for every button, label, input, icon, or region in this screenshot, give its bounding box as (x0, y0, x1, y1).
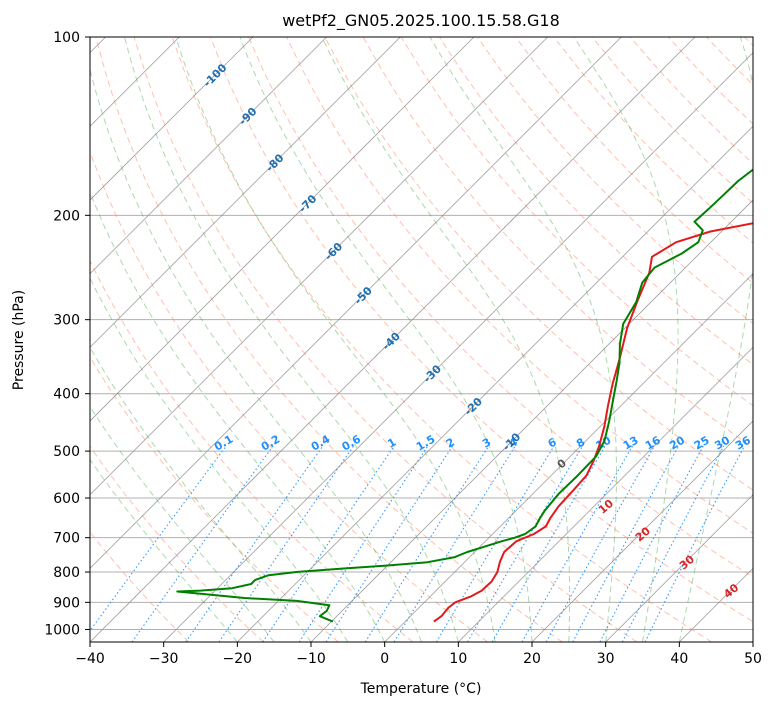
isotherm-line (237, 125, 753, 642)
x-tick-label: 20 (523, 651, 541, 667)
isotherm-line (90, 37, 254, 201)
dry-adiabat-line (95, 37, 563, 642)
dry-adiabat-line (171, 37, 712, 642)
y-tick-label: 300 (53, 313, 80, 329)
moist-adiabat-line (90, 458, 238, 642)
mixing-ratio-line (262, 445, 395, 642)
y-tick-label: 400 (53, 387, 80, 403)
dry-adiabat-line (90, 259, 414, 642)
y-tick-label: 500 (53, 444, 80, 460)
moist-adiabat-line (90, 277, 349, 642)
x-tick-label: −30 (149, 651, 179, 667)
y-tick-label: 100 (53, 30, 80, 46)
x-tick-label: 0 (380, 651, 389, 667)
chart-title: wetPf2_GN05.2025.100.15.58.G18 (282, 11, 560, 31)
x-axis-label: Temperature (°C) (360, 681, 482, 697)
dry-adiabat-line (90, 445, 264, 642)
y-tick-label: 200 (53, 208, 80, 224)
isotherm-line (310, 199, 753, 642)
moist-adiabat-line (573, 37, 679, 642)
moist-adiabat-line (321, 37, 571, 642)
mixing-ratio-line (467, 445, 584, 642)
pressure-grid (90, 37, 753, 630)
isotherm-line (90, 37, 401, 348)
y-tick-label: 800 (53, 565, 80, 581)
isotherm-line (90, 37, 622, 569)
mixing-ratio-line (621, 445, 725, 642)
mixing-ratio-line (185, 445, 324, 642)
mixing-ratio-line (218, 445, 355, 642)
mixing-ratio-line (364, 445, 490, 642)
dry-adiabat-line (477, 37, 753, 325)
mixing-ratio-line (435, 445, 555, 642)
dry-adiabat-line (438, 37, 753, 366)
dry-adiabat-line (400, 37, 753, 407)
moist-adiabat-line (90, 405, 275, 642)
mixing-ratio-line (131, 445, 274, 642)
dry-adiabats (90, 37, 753, 642)
dry-adiabat-line (210, 37, 753, 623)
x-tick-label: 40 (670, 651, 688, 667)
isotherm-line (90, 37, 327, 275)
mixing-ratio-line (298, 445, 429, 642)
isotherm-line (90, 37, 475, 422)
moist-adiabat-line (90, 67, 422, 642)
x-tick-label: −10 (296, 651, 326, 667)
x-tick-label: 50 (744, 651, 762, 667)
plot-frame (89, 36, 754, 643)
isotherm-line (605, 494, 753, 642)
isotherm-line (531, 420, 753, 642)
isotherm-line (384, 273, 753, 642)
isotherm-line (90, 37, 548, 496)
mixing-ratio-line (644, 445, 746, 642)
isotherm-line (90, 37, 696, 642)
moist-adiabat-line (429, 37, 617, 642)
x-tick-label: −40 (75, 651, 105, 667)
dry-adiabat-line (90, 150, 488, 642)
dewpoint-profile-line (176, 168, 753, 623)
y-tick-label: 900 (53, 595, 80, 611)
moist-adiabat-line (124, 37, 459, 642)
axes: −40 −30 −20 −10 0 10 20 30 40 50 100 200 300 400 500 60… (44, 30, 762, 667)
mixing-ratio-line (325, 445, 454, 642)
y-tick-label: 1000 (44, 622, 80, 638)
x-tick-label: −20 (223, 651, 253, 667)
x-tick-label: 10 (449, 651, 467, 667)
dry-adiabat-line (515, 37, 753, 284)
y-tick-label: 600 (53, 491, 80, 507)
isotherm-line (163, 52, 753, 642)
y-tick-label: 700 (53, 531, 80, 547)
moist-adiabat-line (239, 37, 533, 642)
isotherms (90, 37, 753, 642)
mixing-ratio-lines (90, 445, 746, 642)
moist-adiabat-line (678, 37, 753, 642)
y-axis-label: Pressure (hPa) (11, 290, 27, 390)
mixing-ratio-line (545, 445, 656, 642)
moist-adiabat-line (175, 37, 496, 642)
temperature-profile-line (433, 222, 753, 623)
profiles (176, 168, 753, 623)
x-tick-label: 30 (597, 651, 615, 667)
dry-adiabat-line (90, 356, 339, 642)
mixing-ratio-line (521, 445, 633, 642)
moist-adiabat-line (90, 190, 386, 642)
isotherm-line (458, 346, 753, 642)
